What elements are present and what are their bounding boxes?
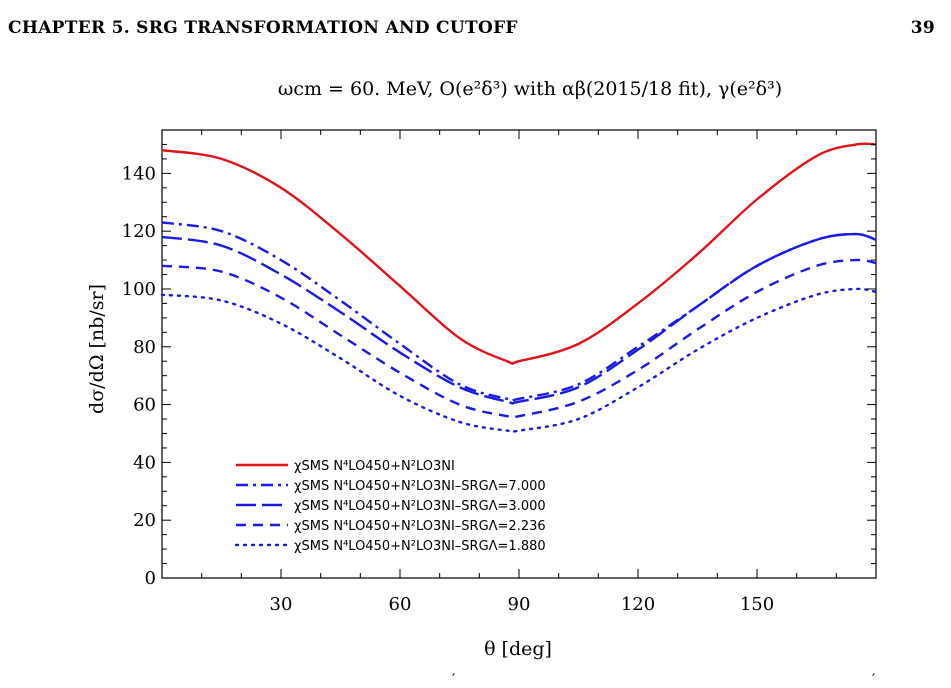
- legend-label-2: χSMS N⁴LO450+N²LO3NI–SRGΛ=3.000: [294, 499, 546, 514]
- y-tick-label: 60: [133, 395, 156, 416]
- page-number: 39: [910, 18, 935, 38]
- x-tick-label: 120: [621, 594, 655, 615]
- x-axis-label: θ [deg]: [484, 638, 552, 660]
- series-line-2: [161, 232, 877, 405]
- series-line-3: [161, 258, 877, 419]
- x-tick-label: 150: [740, 594, 774, 615]
- chart-title: ωcm = 60. MeV, O(e²δ³) with αβ(2015/18 f…: [278, 78, 782, 100]
- legend-label-3: χSMS N⁴LO450+N²LO3NI–SRGΛ=2.236: [294, 519, 546, 534]
- y-axis-label: dσ/dΩ [nb/sr]: [86, 284, 108, 414]
- x-tick-label: 90: [508, 594, 531, 615]
- chart-legend: χSMS N⁴LO450+N²LO3NI χSMS N⁴LO450+N²LO3NI…: [234, 459, 546, 554]
- legend-label-4: χSMS N⁴LO450+N²LO3NI–SRGΛ=1.880: [294, 539, 546, 554]
- x-tick-label: 60: [389, 594, 412, 615]
- y-tick-label: 40: [133, 452, 156, 473]
- y-tick-label: 140: [122, 163, 156, 184]
- footer-fragment-left: ′: [452, 672, 455, 688]
- legend-label-1: χSMS N⁴LO450+N²LO3NI–SRGΛ=7.000: [294, 479, 546, 494]
- legend-label-0: χSMS N⁴LO450+N²LO3NI: [294, 459, 455, 474]
- y-tick-label: 0: [145, 568, 156, 589]
- y-tick-label: 20: [133, 510, 156, 531]
- x-tick-label: 30: [270, 594, 293, 615]
- series-line-0: [161, 142, 877, 365]
- y-tick-label: 80: [133, 337, 156, 358]
- footer-fragment-right: ′: [872, 672, 875, 688]
- series-line-1: [161, 221, 877, 402]
- page-header-chapter: CHAPTER 5. SRG TRANSFORMATION AND CUTOFF: [8, 18, 518, 38]
- y-tick-label: 100: [122, 279, 156, 300]
- y-tick-label: 120: [122, 221, 156, 242]
